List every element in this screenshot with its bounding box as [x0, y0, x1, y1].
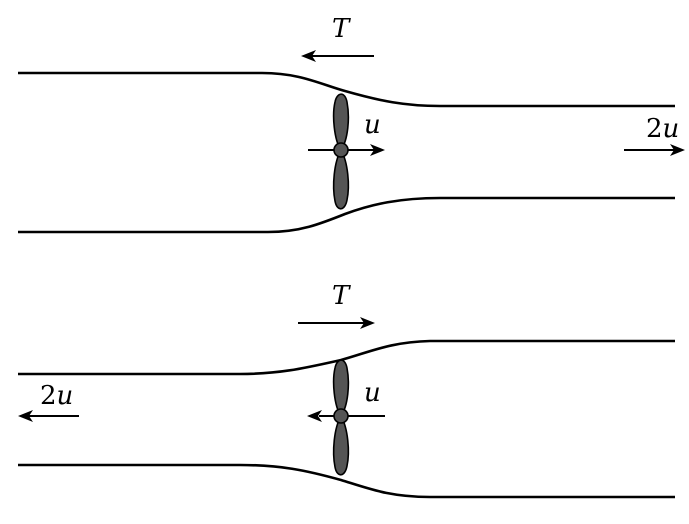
top-lower-streamline	[18, 196, 675, 234]
bottom-panel: T u 2u	[18, 281, 675, 499]
top-propeller-upper-blade	[332, 93, 350, 152]
top-outflow-arrow	[624, 144, 685, 156]
top-panel: T u 2u	[18, 14, 685, 234]
top-thrust-arrow	[301, 50, 374, 62]
top-propeller-speed-label: u	[364, 110, 381, 140]
top-propeller-lower-blade	[332, 148, 350, 210]
top-outflow-coefficient: 2	[646, 114, 663, 144]
bottom-lower-streamline	[18, 463, 675, 499]
bottom-propeller-hub	[333, 408, 349, 424]
bottom-outflow-speed-label: 2u	[40, 381, 73, 411]
top-outflow-speed-label: 2u	[646, 114, 679, 144]
top-outflow-variable: u	[663, 114, 680, 144]
top-thrust-label: T	[332, 14, 351, 44]
bottom-propeller	[307, 359, 385, 476]
bottom-propeller-lower-blade	[332, 414, 350, 476]
top-upper-streamline	[18, 71, 675, 108]
bottom-outflow-arrow	[18, 410, 79, 422]
bottom-outflow-variable: u	[57, 381, 74, 411]
top-propeller-hub	[333, 142, 349, 158]
bottom-outflow-coefficient: 2	[40, 381, 57, 411]
bottom-propeller-speed-label: u	[364, 378, 381, 408]
bottom-propeller-upper-blade	[332, 359, 350, 418]
bottom-thrust-arrow	[298, 317, 375, 329]
top-propeller	[308, 93, 385, 210]
bottom-thrust-label: T	[332, 281, 351, 311]
